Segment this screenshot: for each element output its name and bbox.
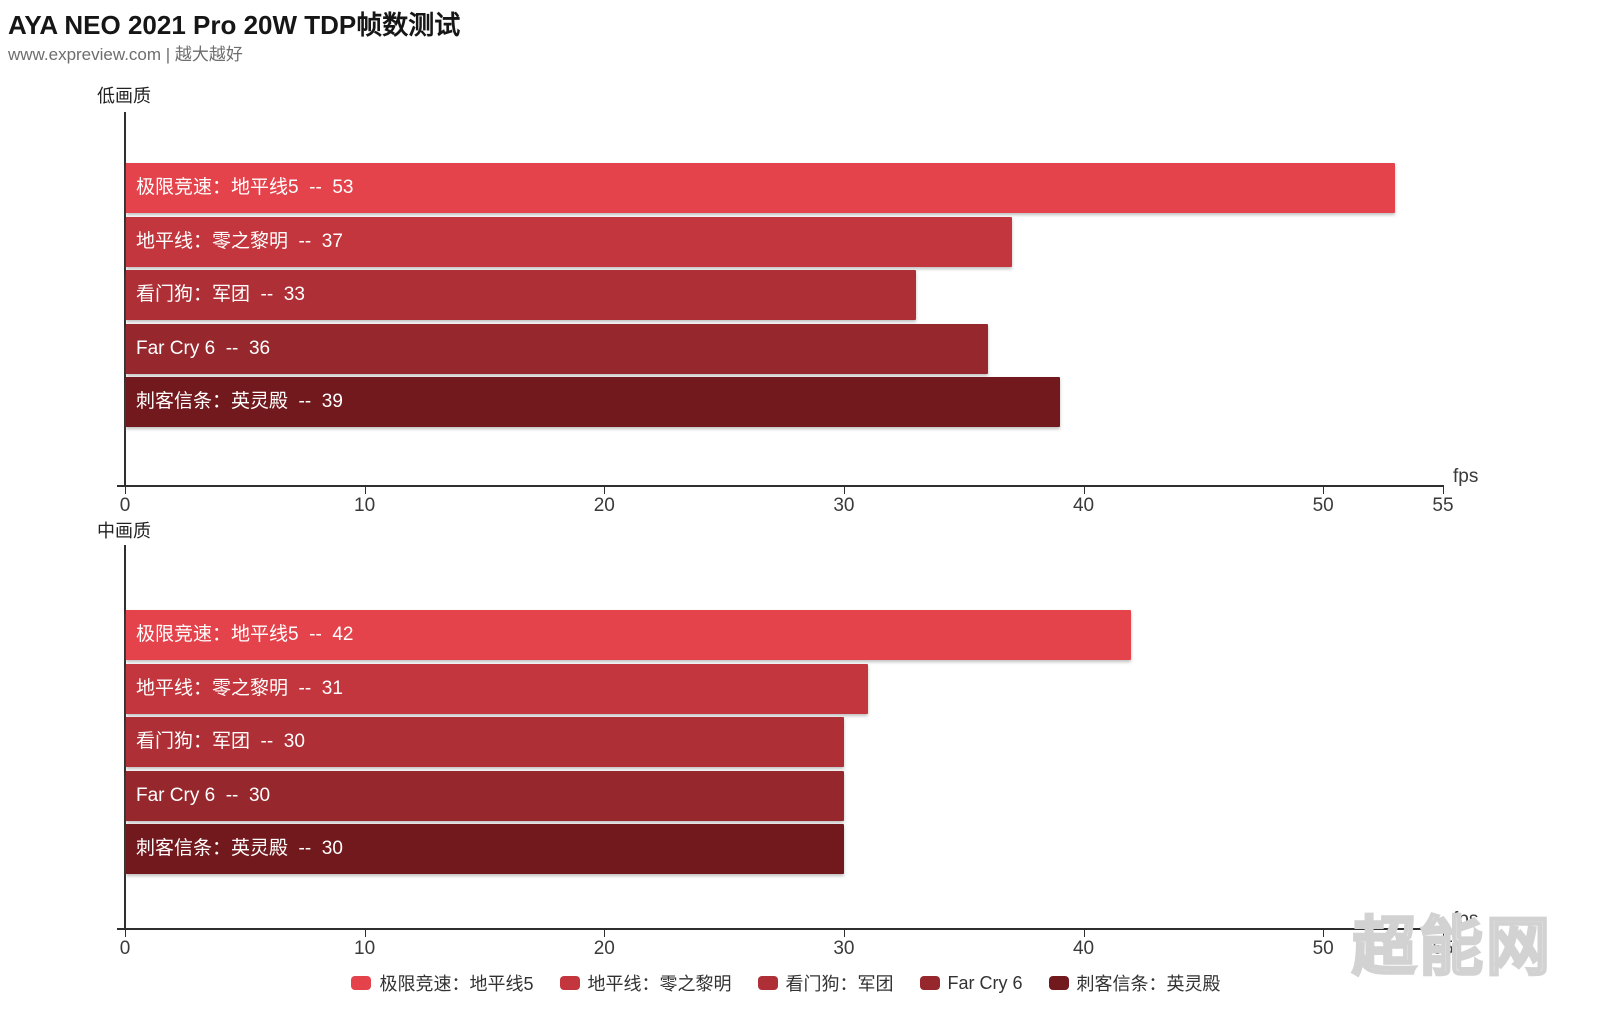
legend-swatch-icon	[919, 976, 940, 990]
x-axis-tick	[604, 930, 606, 937]
y-axis-line	[124, 545, 126, 930]
x-tick-label: 40	[1072, 938, 1095, 959]
x-tick-label: 50	[1312, 495, 1334, 516]
x-axis-line	[117, 485, 1444, 487]
bar-label: 地平线：零之黎明 -- 31	[136, 677, 343, 699]
plot-area: 0 10 20 30 40 50 55 fps 极限竞速：地平线5 -- 42 地平线：零之黎明 …	[0, 517, 1620, 962]
x-axis-tick	[1443, 930, 1444, 937]
legend-item: 极限竞速：地平线5	[351, 970, 534, 996]
bar: 地平线：零之黎明 -- 31	[126, 663, 868, 714]
y-axis-line	[124, 112, 126, 487]
bar-label: Far Cry 6 -- 30	[136, 784, 271, 806]
legend-label: 极限竞速：地平线5	[379, 974, 534, 994]
bar-label: 地平线：零之黎明 -- 37	[136, 230, 343, 252]
bar: 极限竞速：地平线5 -- 42	[126, 610, 1132, 660]
x-axis-tick	[1083, 487, 1085, 494]
legend-swatch-icon	[1048, 976, 1069, 990]
bar-label: 看门狗：军团 -- 30	[136, 731, 305, 752]
x-tick-label: 55	[1432, 938, 1454, 959]
x-axis-tick	[1083, 930, 1085, 937]
legend: 极限竞速：地平线5 地平线：零之黎明 看门狗：军团 Far Cry 6 刺客信条：英灵殿	[0, 970, 1596, 996]
bar-label: 看门狗：军团 -- 33	[136, 284, 305, 305]
legend-swatch-icon	[559, 976, 580, 990]
legend-swatch-icon	[351, 976, 372, 990]
legend-item: 刺客信条：英灵殿	[1048, 970, 1221, 996]
x-axis-unit-label: fps	[1453, 909, 1479, 930]
chart-title: 中画质	[97, 521, 151, 541]
legend-item: Far Cry 6	[919, 972, 1023, 994]
x-tick-label: 0	[119, 495, 131, 516]
bar: 刺客信条：英灵殿 -- 39	[126, 377, 1060, 427]
bar: 极限竞速：地平线5 -- 53	[126, 163, 1396, 213]
legend-swatch-icon	[757, 976, 778, 990]
bar: 看门狗：军团 -- 30	[126, 717, 844, 767]
x-axis-tick	[364, 487, 366, 494]
page-subtitle: www.expreview.com | 越大越好	[8, 45, 243, 64]
bar-label: Far Cry 6 -- 36	[136, 337, 271, 359]
plot-area: 0 10 20 30 40 50 55 fps 极限竞速：地平线5 -- 53 地平线：零之黎明 …	[0, 82, 1620, 517]
legend-label: 地平线：零之黎明	[587, 974, 732, 994]
legend-item: 看门狗：军团	[757, 970, 894, 996]
chart-medium-quality: 中画质 0 10 20 30 40 50 55 fps 极限竞速：地平线5 -- 42 地平线：零…	[0, 517, 1620, 962]
x-axis-tick	[604, 487, 606, 494]
x-axis-tick	[125, 930, 126, 937]
x-axis-tick	[843, 487, 845, 494]
bar-label: 刺客信条：英灵殿 -- 30	[136, 838, 343, 859]
x-axis-line	[117, 928, 1444, 930]
legend-label: Far Cry 6	[947, 972, 1023, 993]
page-title: AYA NEO 2021 Pro 20W TDP帧数测试	[8, 10, 461, 40]
x-tick-label: 30	[833, 495, 855, 516]
chart-low-quality: 低画质 0 10 20 30 40 50 55 fps 极限竞速：地平线5 -- 53 地平线：零…	[0, 82, 1620, 517]
x-axis-unit-label: fps	[1453, 466, 1479, 487]
x-axis-tick	[1443, 487, 1444, 494]
x-tick-label: 10	[354, 938, 376, 959]
x-axis-tick	[843, 930, 845, 937]
x-tick-label: 55	[1432, 495, 1454, 516]
legend-label: 刺客信条：英灵殿	[1076, 974, 1221, 994]
bar-label: 刺客信条：英灵殿 -- 39	[136, 391, 343, 412]
bar: 刺客信条：英灵殿 -- 30	[126, 824, 844, 874]
bar: Far Cry 6 -- 36	[126, 323, 988, 374]
bar: 看门狗：军团 -- 33	[126, 270, 916, 320]
watermark: 超能网	[1351, 910, 1553, 985]
bar-label: 极限竞速：地平线5 -- 53	[136, 177, 354, 198]
x-tick-label: 10	[354, 495, 376, 516]
bar-label: 极限竞速：地平线5 -- 42	[136, 624, 354, 645]
x-tick-label: 50	[1312, 938, 1334, 959]
x-axis-tick	[364, 930, 366, 937]
x-tick-label: 40	[1072, 495, 1095, 516]
x-tick-label: 20	[593, 938, 615, 959]
legend-label: 看门狗：军团	[785, 974, 894, 994]
chart-title: 低画质	[97, 86, 151, 106]
bar: Far Cry 6 -- 30	[126, 770, 844, 821]
bar: 地平线：零之黎明 -- 37	[126, 216, 1012, 267]
x-axis-tick	[1323, 930, 1325, 937]
legend-item: 地平线：零之黎明	[559, 970, 732, 996]
x-tick-label: 0	[119, 938, 131, 959]
x-tick-label: 20	[593, 495, 615, 516]
x-tick-label: 30	[833, 938, 855, 959]
x-axis-tick	[125, 487, 126, 494]
x-axis-tick	[1323, 487, 1325, 494]
